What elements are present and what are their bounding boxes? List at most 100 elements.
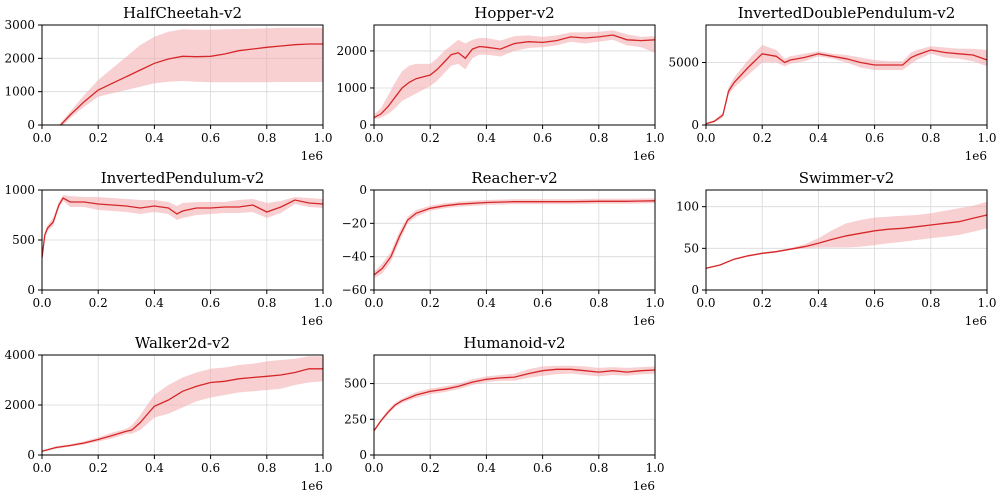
subplot-1-xtick-label-4: 0.8 xyxy=(589,131,608,145)
subplot-0-xtick-label-3: 0.6 xyxy=(201,131,220,145)
subplot-5-plot-area xyxy=(706,201,987,270)
subplot-5-title: Swimmer-v2 xyxy=(799,169,895,187)
subplot-0-title: HalfCheetah-v2 xyxy=(123,4,242,22)
subplot-6: 0.0 0.2 0.4 0.6 0.8 1.0 0 2000 4000 1e6 Walker2d-v… xyxy=(4,334,332,493)
subplot-6-title: Walker2d-v2 xyxy=(135,334,230,352)
subplot-1-xtick-label-0: 0.0 xyxy=(364,131,383,145)
subplot-6-xtick-label-0: 0.0 xyxy=(32,461,51,475)
subplot-4-confidence-band-0 xyxy=(374,198,655,279)
subplot-2-xtick-label-5: 1.0 xyxy=(977,131,996,145)
subplot-1-xtick-label-2: 0.4 xyxy=(477,131,496,145)
subplot-5-xtick-label-3: 0.6 xyxy=(865,296,884,310)
subplot-4-x-offset-label: 1e6 xyxy=(633,314,655,328)
subplot-6-confidence-band-0 xyxy=(42,356,323,452)
subplot-6-ytick-label-2: 4000 xyxy=(4,348,35,362)
subplot-6-ytick-label-1: 2000 xyxy=(4,398,35,412)
subplot-7-mean-line-0 xyxy=(374,368,655,432)
subplot-4-xtick-label-2: 0.4 xyxy=(477,296,496,310)
subplot-1-ytick-label-1: 1000 xyxy=(336,81,367,95)
subplot-0-xtick-label-4: 0.8 xyxy=(257,131,276,145)
subplot-1-mean-line-0 xyxy=(374,34,655,119)
subplot-3-confidence-band-0 xyxy=(42,195,323,261)
subplot-5-x-offset-label: 1e6 xyxy=(965,314,987,328)
subplot-2-xtick-label-1: 0.2 xyxy=(753,131,772,145)
subplot-0-ytick-label-1: 1000 xyxy=(4,85,35,99)
subplot-4-title: Reacher-v2 xyxy=(471,169,557,187)
subplot-0-xtick-label-5: 1.0 xyxy=(313,131,332,145)
subplot-7-ytick-label-0: 0 xyxy=(359,448,367,462)
subplot-4-xtick-label-4: 0.8 xyxy=(589,296,608,310)
subplot-3: 0.0 0.2 0.4 0.6 0.8 1.0 0 500 1000 1e6 InvertedPen… xyxy=(4,169,332,328)
subplot-3-ytick-label-2: 1000 xyxy=(4,183,35,197)
subplot-2-xtick-label-0: 0.0 xyxy=(696,131,715,145)
subplot-7: 0.0 0.2 0.4 0.6 0.8 1.0 0 250 500 1e6 Humanoid-v2 xyxy=(344,334,664,493)
subplot-0-xtick-label-1: 0.2 xyxy=(89,131,108,145)
subplot-7-plot-area xyxy=(374,365,655,433)
subplot-5: 0.0 0.2 0.4 0.6 0.8 1.0 0 50 100 1e6 Swimmer-v2 xyxy=(676,169,996,328)
subplot-7-xtick-label-5: 1.0 xyxy=(645,461,664,475)
subplot-5-ytick-label-1: 50 xyxy=(684,241,699,255)
subplot-4-frame xyxy=(373,189,656,291)
subplot-4-plot-area xyxy=(374,198,655,279)
subplot-5-ytick-label-2: 100 xyxy=(676,200,699,214)
subplot-2-xtick-label-4: 0.8 xyxy=(921,131,940,145)
subplot-1-title: Hopper-v2 xyxy=(474,4,554,22)
subplot-0-frame xyxy=(41,24,324,126)
subplot-6-xtick-label-2: 0.4 xyxy=(145,461,164,475)
subplot-1-xtick-label-5: 1.0 xyxy=(645,131,664,145)
subplot-4-xtick-label-3: 0.6 xyxy=(533,296,552,310)
subplot-3-xtick-label-5: 1.0 xyxy=(313,296,332,310)
subplot-5-xtick-label-0: 0.0 xyxy=(696,296,715,310)
subplot-6-ytick-label-0: 0 xyxy=(27,448,35,462)
subplot-4-xtick-label-1: 0.2 xyxy=(421,296,440,310)
subplot-3-mean-line-0 xyxy=(42,197,323,259)
subplot-1: 0.0 0.2 0.4 0.6 0.8 1.0 0 1000 2000 1e6 Hopper-v2 xyxy=(336,4,664,163)
subplot-2: 0.0 0.2 0.4 0.6 0.8 1.0 0 5000 1e6 InvertedDouble… xyxy=(668,4,996,163)
subplot-0-ytick-label-0: 0 xyxy=(27,118,35,132)
subplot-1-plot-area xyxy=(374,30,655,120)
subplot-1-ytick-label-0: 0 xyxy=(359,118,367,132)
subplot-1-xtick-label-3: 0.6 xyxy=(533,131,552,145)
subplot-2-frame xyxy=(705,24,988,126)
subplot-4-xtick-label-0: 0.0 xyxy=(364,296,383,310)
subplot-3-xtick-label-1: 0.2 xyxy=(89,296,108,310)
subplot-5-xtick-label-5: 1.0 xyxy=(977,296,996,310)
subplot-4-ytick-label-0: −60 xyxy=(342,283,367,297)
subplot-1-xtick-label-1: 0.2 xyxy=(421,131,440,145)
subplot-6-xtick-label-5: 1.0 xyxy=(313,461,332,475)
subplot-7-xtick-label-0: 0.0 xyxy=(364,461,383,475)
subplot-3-xtick-label-2: 0.4 xyxy=(145,296,164,310)
subplot-5-mean-line-0 xyxy=(706,214,987,269)
subplot-7-confidence-band-0 xyxy=(374,365,655,433)
subplot-6-xtick-label-4: 0.8 xyxy=(257,461,276,475)
subplot-5-frame xyxy=(705,189,988,291)
subplot-7-xtick-label-4: 0.8 xyxy=(589,461,608,475)
subplot-0-xtick-label-2: 0.4 xyxy=(145,131,164,145)
subplot-2-xtick-label-3: 0.6 xyxy=(865,131,884,145)
subplot-2-title: InvertedDoublePendulum-v2 xyxy=(738,4,956,22)
subplot-5-xtick-label-2: 0.4 xyxy=(809,296,828,310)
subplot-2-ytick-label-0: 0 xyxy=(691,118,699,132)
subplot-1-x-offset-label: 1e6 xyxy=(633,149,655,163)
subplot-6-plot-area xyxy=(42,356,323,452)
subplot-2-confidence-band-0 xyxy=(706,45,987,125)
subplot-1-ytick-label-2: 2000 xyxy=(336,44,367,58)
subplot-5-ytick-label-0: 0 xyxy=(691,283,699,297)
subplot-0-mean-line-0 xyxy=(59,43,323,125)
subplot-0-ytick-label-2: 2000 xyxy=(4,51,35,65)
subplot-6-xtick-label-1: 0.2 xyxy=(89,461,108,475)
subplot-4-ytick-label-1: −40 xyxy=(342,250,367,264)
subplot-3-xtick-label-0: 0.0 xyxy=(32,296,51,310)
subplot-7-frame xyxy=(373,354,656,456)
subplot-4-ytick-label-3: 0 xyxy=(359,183,367,197)
subplot-6-x-offset-label: 1e6 xyxy=(301,479,323,493)
subplot-4-mean-line-0 xyxy=(374,200,655,276)
subplot-4-xtick-label-5: 1.0 xyxy=(645,296,664,310)
subplot-5-xtick-label-4: 0.8 xyxy=(921,296,940,310)
subplot-0: 0.0 0.2 0.4 0.6 0.8 1.0 0 1000 2000 3000 1e6 HalfCh… xyxy=(4,4,332,163)
subplot-0-x-offset-label: 1e6 xyxy=(301,149,323,163)
subplot-7-xtick-label-2: 0.4 xyxy=(477,461,496,475)
subplot-7-ytick-label-2: 500 xyxy=(344,377,367,391)
subplot-3-title: InvertedPendulum-v2 xyxy=(101,169,265,187)
